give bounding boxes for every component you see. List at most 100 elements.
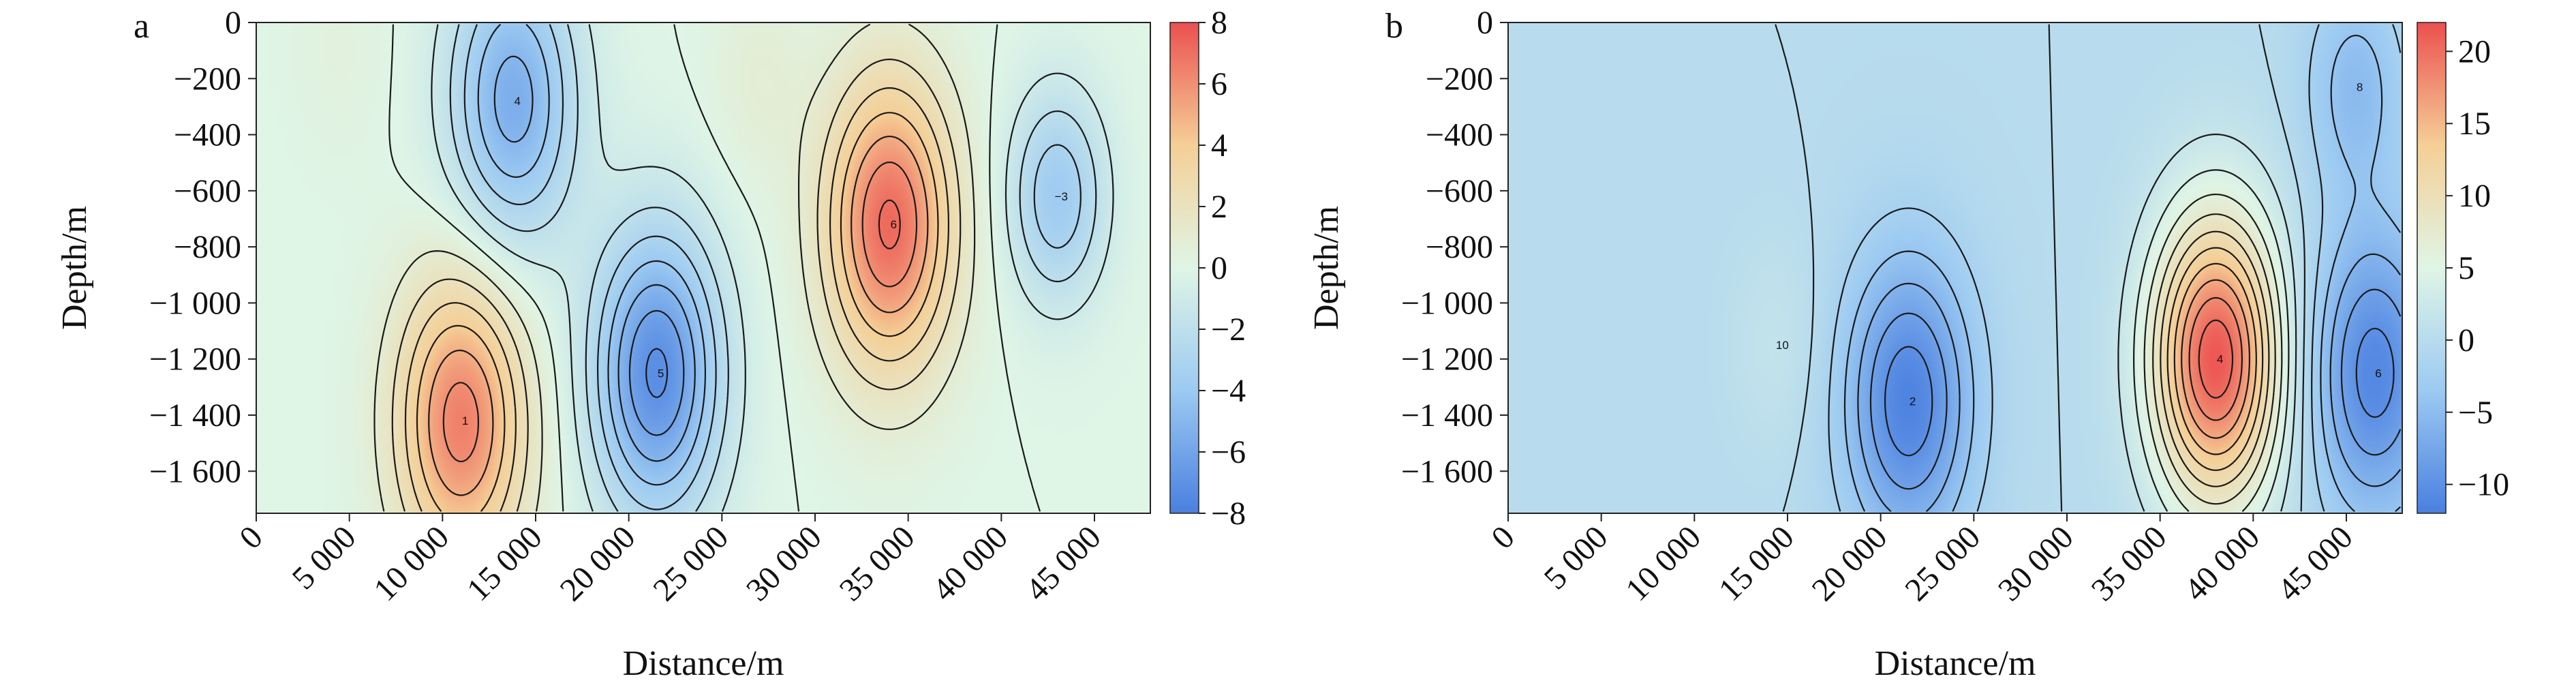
colorbar-tick-label: 15 (2458, 106, 2491, 142)
contour-line (2143, 194, 2283, 513)
contour-line (2133, 169, 2290, 512)
contour-label: 2 (1910, 395, 1916, 408)
x-tick-label: 0 (232, 519, 269, 556)
contour-line (2160, 230, 2270, 487)
contour-line (2173, 262, 2257, 455)
contour-line (1857, 253, 2402, 513)
colorbar-tick-label: −10 (2458, 467, 2509, 503)
y-tick-label: −1 400 (149, 397, 241, 434)
contour-line (373, 23, 976, 512)
contour-line (388, 24, 1041, 512)
x-axis-title: Distance/m (623, 644, 784, 683)
x-tick-label: 45 000 (1019, 519, 1108, 608)
panel-letter: b (1385, 7, 1403, 46)
colorbar: 20 15 10 5 0 −5 −10 (2417, 22, 2509, 514)
contour-line (1843, 34, 2402, 513)
x-tick-label: 25 000 (646, 519, 735, 608)
contour-line (1828, 24, 2402, 512)
contour-line (878, 199, 901, 249)
colorbar-tick-label: 2 (1211, 189, 1227, 225)
y-tick-label: 0 (1477, 5, 1493, 41)
y-tick-label: −1 200 (149, 342, 241, 378)
y-tick-label: −400 (1426, 117, 1493, 153)
heatmap-field (1508, 22, 2402, 513)
colorbar-tick-label: −4 (1211, 373, 1246, 409)
colorbar-tick-label: 6 (1211, 66, 1227, 102)
x-tick-label: 20 000 (1805, 519, 1895, 608)
contour-line (477, 23, 706, 486)
colorbar-gradient (2417, 22, 2447, 514)
panel-letter: a (134, 7, 149, 46)
colorbar-tick-label: 0 (2458, 322, 2474, 359)
x-tick-label: 40 000 (925, 519, 1015, 608)
x-tick-label: 35 000 (833, 519, 922, 608)
y-axis-title: Depth/m (55, 206, 94, 330)
colorbar-tick-label: −8 (1211, 496, 1246, 532)
contour-line (442, 162, 918, 463)
contour-line (391, 59, 962, 512)
x-tick-label: 5 000 (286, 519, 363, 596)
contour-line (2198, 319, 2234, 399)
contour-line (2166, 247, 2264, 471)
contour-line (416, 112, 939, 513)
colorbar-tick-label: 8 (1211, 5, 1227, 41)
colorbar-tick-label: −2 (1211, 312, 1246, 348)
x-tick-label: 10 000 (1619, 519, 1708, 608)
x-tick-label: 20 000 (553, 519, 643, 608)
contour-lines (373, 23, 1114, 513)
y-tick-label: −1 400 (1401, 397, 1493, 434)
contour-label: 6 (891, 218, 897, 231)
y-tick-label: −800 (174, 229, 241, 265)
colorbar-tick-label: 20 (2458, 33, 2491, 70)
contour-line (1884, 327, 2395, 457)
contour-line (2152, 213, 2276, 505)
contour-line (404, 87, 949, 512)
y-tick-label: −1 000 (1401, 285, 1493, 321)
x-tick-label: 35 000 (2085, 519, 2174, 608)
x-tick-label: 25 000 (1898, 519, 1987, 608)
x-tick-label: 15 000 (460, 519, 549, 608)
contour-label: 4 (514, 95, 520, 108)
colorbar-tick-label: 4 (1211, 127, 1227, 164)
x-axis-title: Distance/m (1875, 644, 2036, 683)
contour-line (1869, 288, 2402, 490)
x-tick-label: 15 000 (1712, 519, 1801, 608)
contour-line (628, 309, 685, 436)
contour-label: 4 (2217, 353, 2223, 366)
contour-line (493, 55, 696, 462)
y-tick-label: −600 (174, 173, 241, 209)
x-tick-label: 45 000 (2271, 519, 2360, 608)
y-tick-label: −200 (174, 61, 241, 97)
y-tick-label: −600 (1426, 173, 1493, 209)
y-tick-label: −1 000 (149, 285, 241, 321)
y-axis-title: Depth/m (1307, 206, 1346, 330)
x-tick-label: 40 000 (2177, 519, 2267, 608)
contour-label: 8 (2357, 81, 2363, 94)
y-tick-label: 0 (225, 5, 241, 41)
contour-label: 1 (462, 414, 468, 427)
y-tick-label: −800 (1426, 229, 1493, 265)
plot-frame (256, 22, 1151, 514)
contour-label: 6 (2375, 367, 2381, 380)
x-tick-label: 0 (1484, 519, 1521, 556)
contour-line (449, 24, 1097, 512)
contour-line (463, 24, 1082, 511)
colorbar-tick-label: 0 (1211, 250, 1227, 286)
contour-label: −3 (1055, 190, 1068, 203)
colorbar-tick-label: 5 (2458, 250, 2474, 286)
y-tick-label: −400 (174, 117, 241, 153)
colorbar-gradient (1169, 22, 1199, 514)
contour-label: 5 (658, 367, 664, 380)
contour-lines (1775, 24, 2402, 513)
contour-line (2181, 279, 2250, 439)
x-tick-label: 30 000 (1991, 519, 2081, 608)
colorbar: 8 6 4 2 0 −2 −4 −6 −8 (1169, 5, 1246, 532)
contour-line (645, 348, 669, 399)
y-tick-label: −1 200 (1401, 342, 1493, 378)
colorbar-tick-label: −5 (2458, 395, 2493, 431)
x-tick-label: 30 000 (739, 519, 829, 608)
contour-line (2117, 134, 2297, 512)
panel-b: 2 4 6 8 10 0 −200 −400 −600 −800 −1 000 −1 200 −1 40… (1307, 5, 2509, 683)
